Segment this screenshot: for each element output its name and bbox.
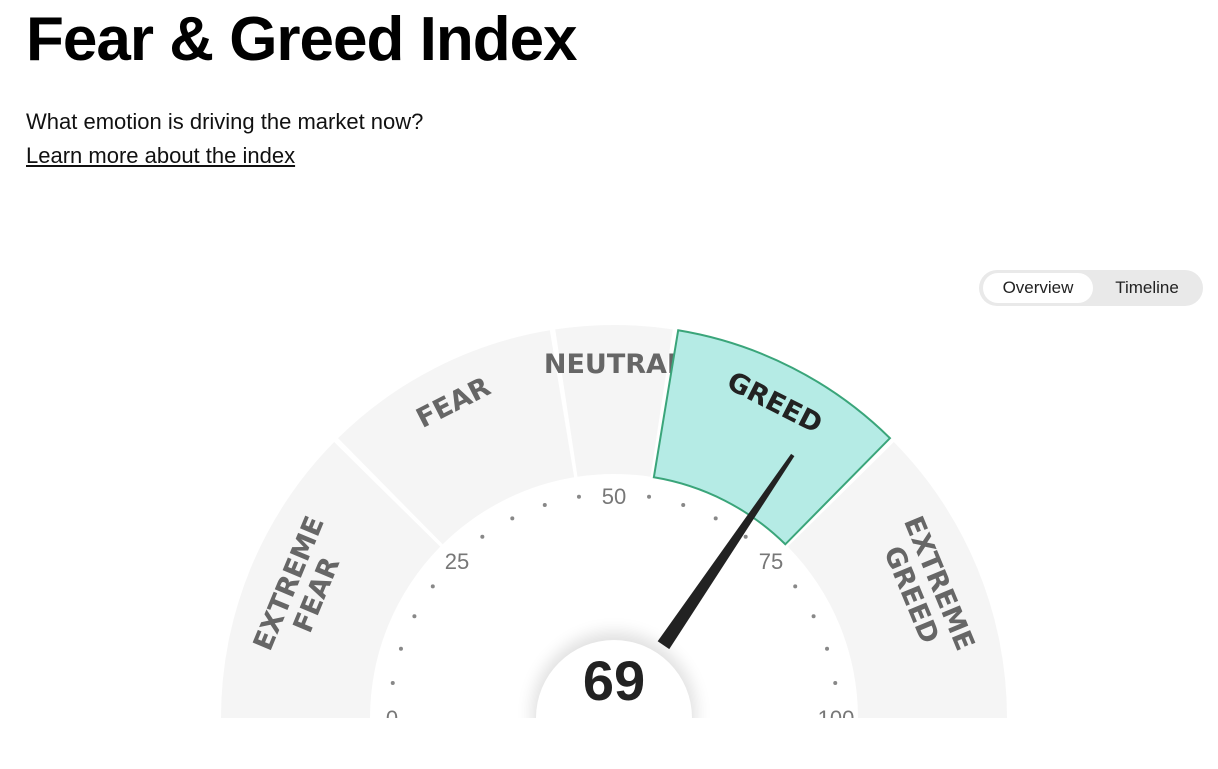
- tick-label: 25: [445, 549, 469, 574]
- gauge-segment: [555, 325, 673, 477]
- center-disc: [536, 640, 692, 769]
- gauge-segment: [652, 329, 892, 546]
- minor-tick-dot: [833, 680, 838, 685]
- view-toggle: Overview Timeline: [979, 270, 1203, 306]
- needle: [657, 453, 795, 650]
- subtitle: What emotion is driving the market now?: [26, 109, 424, 134]
- minor-tick-dot: [681, 502, 686, 507]
- minor-tick-dot: [811, 614, 816, 619]
- gauge-segment: [338, 330, 575, 545]
- minor-tick-dot: [510, 516, 515, 521]
- value-label: 69: [583, 649, 645, 712]
- minor-tick-dot: [398, 646, 403, 651]
- tick-label: 75: [759, 549, 783, 574]
- minor-tick-dot: [647, 494, 652, 499]
- timeline-tab[interactable]: Timeline: [1115, 278, 1179, 297]
- minor-tick-dot: [825, 646, 830, 651]
- minor-tick-dot: [743, 534, 748, 539]
- gauge-segment: [787, 442, 1007, 718]
- minor-tick-dot: [713, 516, 718, 521]
- minor-tick-dot: [480, 534, 485, 539]
- gauge-segment: [221, 442, 441, 718]
- minor-tick-dot: [793, 584, 798, 589]
- overview-tab[interactable]: Overview: [983, 273, 1093, 303]
- segment-label: NEUTRAL: [544, 349, 684, 380]
- title: Fear & Greed Index: [26, 5, 578, 74]
- minor-tick-dot: [390, 680, 395, 685]
- minor-tick-dot: [412, 614, 417, 619]
- minor-tick-dot: [576, 494, 581, 499]
- tick-label: 50: [602, 484, 626, 509]
- minor-tick-dot: [542, 502, 547, 507]
- segment-label-line: NEUTRAL: [544, 349, 684, 380]
- learn-more-link[interactable]: Learn more about the index: [26, 143, 296, 168]
- minor-tick-dot: [430, 584, 435, 589]
